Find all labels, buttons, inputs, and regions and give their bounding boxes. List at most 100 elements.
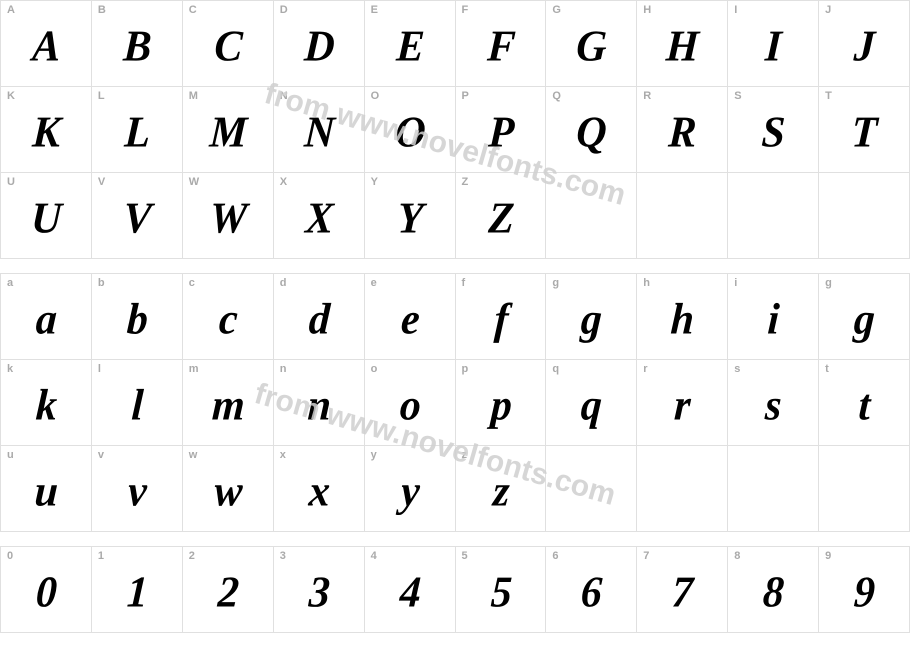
cell-label: c: [189, 277, 195, 289]
glyph-cell: 44: [365, 547, 456, 633]
cell-label: Z: [462, 176, 469, 188]
glyph: G: [545, 22, 638, 72]
glyph-cell: uu: [1, 446, 92, 532]
cell-label: 2: [189, 550, 195, 562]
glyph-cell: dd: [274, 274, 365, 360]
glyph-cell: 66: [546, 547, 637, 633]
cell-label: Q: [552, 90, 561, 102]
glyph: q: [545, 381, 638, 431]
cell-label: U: [7, 176, 15, 188]
cell-label: 9: [825, 550, 831, 562]
glyph: f: [454, 295, 547, 345]
section-spacer: [0, 532, 911, 546]
cell-label: g: [825, 277, 832, 289]
glyph: z: [454, 467, 547, 517]
cell-label: k: [7, 363, 13, 375]
glyph: 4: [363, 568, 456, 618]
glyph-cell: QQ: [546, 87, 637, 173]
cell-label: I: [734, 4, 737, 16]
cell-label: e: [371, 277, 377, 289]
glyph-cell: KK: [1, 87, 92, 173]
glyph: 5: [454, 568, 547, 618]
glyph: v: [91, 467, 184, 517]
glyph: X: [272, 194, 365, 244]
glyph-cell: gg: [546, 274, 637, 360]
cell-label: h: [643, 277, 650, 289]
glyph-cell: bb: [92, 274, 183, 360]
cell-label: 6: [552, 550, 558, 562]
glyph-cell: JJ: [819, 1, 910, 87]
glyph-cell: DD: [274, 1, 365, 87]
cell-label: A: [7, 4, 15, 16]
cell-label: 4: [371, 550, 377, 562]
glyph-cell: kk: [1, 360, 92, 446]
cell-label: g: [552, 277, 559, 289]
glyph: R: [636, 108, 729, 158]
glyph-cell: [546, 173, 637, 259]
glyph: B: [91, 22, 184, 72]
cell-label: f: [462, 277, 466, 289]
glyph: U: [0, 194, 92, 244]
cell-label: d: [280, 277, 287, 289]
glyph: K: [0, 108, 92, 158]
glyph: J: [818, 22, 911, 72]
glyph-cell: zz: [456, 446, 547, 532]
glyph-cell: MM: [183, 87, 274, 173]
glyph-cell: AA: [1, 1, 92, 87]
glyph-cell: rr: [637, 360, 728, 446]
cell-label: b: [98, 277, 105, 289]
glyph: A: [0, 22, 92, 72]
glyph: k: [0, 381, 92, 431]
glyph: 2: [181, 568, 274, 618]
cell-label: 7: [643, 550, 649, 562]
glyph: Z: [454, 194, 547, 244]
glyph-cell: [728, 173, 819, 259]
cell-label: 5: [462, 550, 468, 562]
glyph-cell: ee: [365, 274, 456, 360]
glyph-cell: [819, 173, 910, 259]
cell-label: a: [7, 277, 13, 289]
cell-label: D: [280, 4, 288, 16]
section-uppercase: AABBCCDDEEFFGGHHIIJJKKLLMMNNOOPPQQRRSSTT…: [0, 0, 910, 259]
glyph-cell: 88: [728, 547, 819, 633]
glyph-cell: ww: [183, 446, 274, 532]
glyph-cell: ZZ: [456, 173, 547, 259]
glyph-cell: EE: [365, 1, 456, 87]
glyph-cell: XX: [274, 173, 365, 259]
glyph-cell: [546, 446, 637, 532]
cell-label: s: [734, 363, 740, 375]
cell-label: K: [7, 90, 15, 102]
glyph-cell: 00: [1, 547, 92, 633]
glyph-cell: [819, 446, 910, 532]
glyph: y: [363, 467, 456, 517]
cell-label: B: [98, 4, 106, 16]
cell-label: 3: [280, 550, 286, 562]
glyph-cell: mm: [183, 360, 274, 446]
cell-label: C: [189, 4, 197, 16]
cell-label: O: [371, 90, 380, 102]
glyph-cell: 11: [92, 547, 183, 633]
glyph: W: [181, 194, 274, 244]
glyph: l: [91, 381, 184, 431]
glyph-cell: ll: [92, 360, 183, 446]
cell-label: L: [98, 90, 105, 102]
glyph: e: [363, 295, 456, 345]
glyph-cell: GG: [546, 1, 637, 87]
glyph: r: [636, 381, 729, 431]
cell-label: 1: [98, 550, 104, 562]
cell-label: v: [98, 449, 104, 461]
glyph: 8: [727, 568, 820, 618]
glyph-cell: UU: [1, 173, 92, 259]
glyph: i: [727, 295, 820, 345]
section-spacer: [0, 259, 911, 273]
glyph-cell: vv: [92, 446, 183, 532]
section-lowercase: aabbccddeeffgghhiiggkkllmmnnooppqqrrsstt…: [0, 273, 910, 532]
glyph: h: [636, 295, 729, 345]
glyph-cell: ff: [456, 274, 547, 360]
glyph: C: [181, 22, 274, 72]
glyph: 0: [0, 568, 92, 618]
glyph-cell: oo: [365, 360, 456, 446]
glyph: M: [181, 108, 274, 158]
glyph-cell: hh: [637, 274, 728, 360]
glyph-cell: ss: [728, 360, 819, 446]
